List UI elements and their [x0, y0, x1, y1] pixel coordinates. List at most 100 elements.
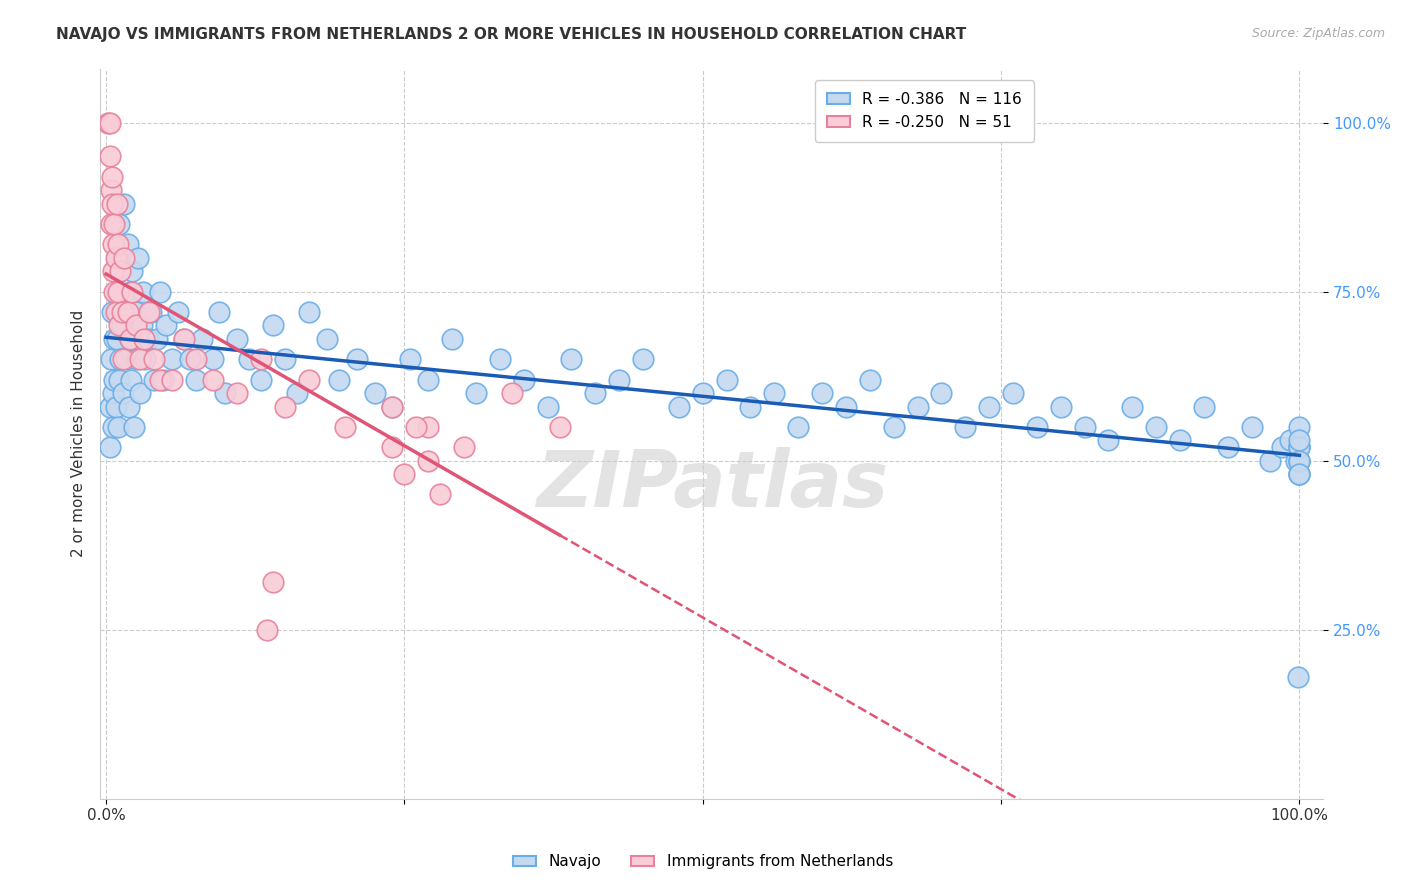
- Point: [110, 305, 132, 319]
- Point: [333, 420, 356, 434]
- Point: [117, 237, 139, 252]
- Point: [108, 373, 131, 387]
- Point: [1168, 434, 1191, 448]
- Point: [103, 373, 125, 387]
- Point: [118, 285, 141, 299]
- Point: [127, 352, 149, 367]
- Point: [118, 332, 141, 346]
- Text: ZIPatlas: ZIPatlas: [536, 447, 887, 523]
- Point: [859, 373, 882, 387]
- Point: [250, 373, 273, 387]
- Point: [1288, 434, 1310, 448]
- Point: [238, 352, 260, 367]
- Point: [103, 420, 125, 434]
- Point: [1278, 434, 1301, 448]
- Point: [115, 352, 138, 367]
- Point: [105, 332, 128, 346]
- Point: [142, 373, 165, 387]
- Point: [128, 386, 150, 401]
- Point: [274, 400, 297, 414]
- Point: [1288, 453, 1310, 467]
- Point: [811, 386, 834, 401]
- Point: [149, 373, 172, 387]
- Point: [121, 264, 143, 278]
- Point: [513, 373, 536, 387]
- Point: [118, 332, 141, 346]
- Point: [465, 386, 488, 401]
- Text: Source: ZipAtlas.com: Source: ZipAtlas.com: [1251, 27, 1385, 40]
- Point: [256, 623, 278, 637]
- Point: [298, 305, 321, 319]
- Point: [394, 467, 416, 482]
- Point: [114, 305, 136, 319]
- Point: [399, 352, 422, 367]
- Point: [131, 318, 153, 333]
- Legend: R = -0.386   N = 116, R = -0.250   N = 51: R = -0.386 N = 116, R = -0.250 N = 51: [815, 79, 1035, 142]
- Point: [121, 285, 143, 299]
- Point: [214, 386, 236, 401]
- Point: [489, 352, 512, 367]
- Point: [117, 305, 139, 319]
- Point: [118, 400, 141, 414]
- Point: [931, 386, 953, 401]
- Point: [136, 332, 159, 346]
- Point: [128, 352, 150, 367]
- Point: [453, 440, 475, 454]
- Point: [103, 285, 125, 299]
- Point: [97, 115, 120, 129]
- Point: [1288, 467, 1310, 482]
- Point: [160, 373, 183, 387]
- Point: [98, 440, 121, 454]
- Point: [548, 420, 571, 434]
- Point: [536, 400, 558, 414]
- Point: [208, 305, 231, 319]
- Point: [979, 400, 1001, 414]
- Point: [501, 386, 523, 401]
- Point: [184, 373, 207, 387]
- Point: [441, 332, 464, 346]
- Point: [381, 400, 404, 414]
- Point: [103, 237, 125, 252]
- Point: [787, 420, 810, 434]
- Point: [1144, 420, 1167, 434]
- Point: [1288, 420, 1310, 434]
- Point: [328, 373, 350, 387]
- Point: [262, 318, 284, 333]
- Point: [100, 352, 122, 367]
- Point: [560, 352, 582, 367]
- Point: [274, 352, 297, 367]
- Point: [631, 352, 654, 367]
- Point: [104, 305, 127, 319]
- Point: [111, 386, 134, 401]
- Point: [190, 332, 212, 346]
- Point: [134, 352, 156, 367]
- Point: [100, 183, 122, 197]
- Point: [740, 400, 762, 414]
- Point: [583, 386, 606, 401]
- Point: [101, 305, 124, 319]
- Point: [101, 169, 124, 184]
- Point: [141, 305, 163, 319]
- Point: [122, 420, 145, 434]
- Point: [692, 386, 714, 401]
- Point: [110, 352, 132, 367]
- Point: [111, 352, 134, 367]
- Point: [315, 332, 337, 346]
- Point: [110, 264, 132, 278]
- Point: [132, 285, 155, 299]
- Point: [127, 251, 149, 265]
- Point: [1192, 400, 1215, 414]
- Point: [155, 318, 177, 333]
- Point: [110, 318, 132, 333]
- Point: [346, 352, 368, 367]
- Point: [381, 400, 404, 414]
- Point: [1288, 467, 1310, 482]
- Point: [363, 386, 385, 401]
- Point: [105, 196, 128, 211]
- Point: [125, 318, 148, 333]
- Point: [1285, 453, 1308, 467]
- Point: [103, 386, 125, 401]
- Point: [184, 352, 207, 367]
- Point: [1097, 434, 1119, 448]
- Point: [907, 400, 929, 414]
